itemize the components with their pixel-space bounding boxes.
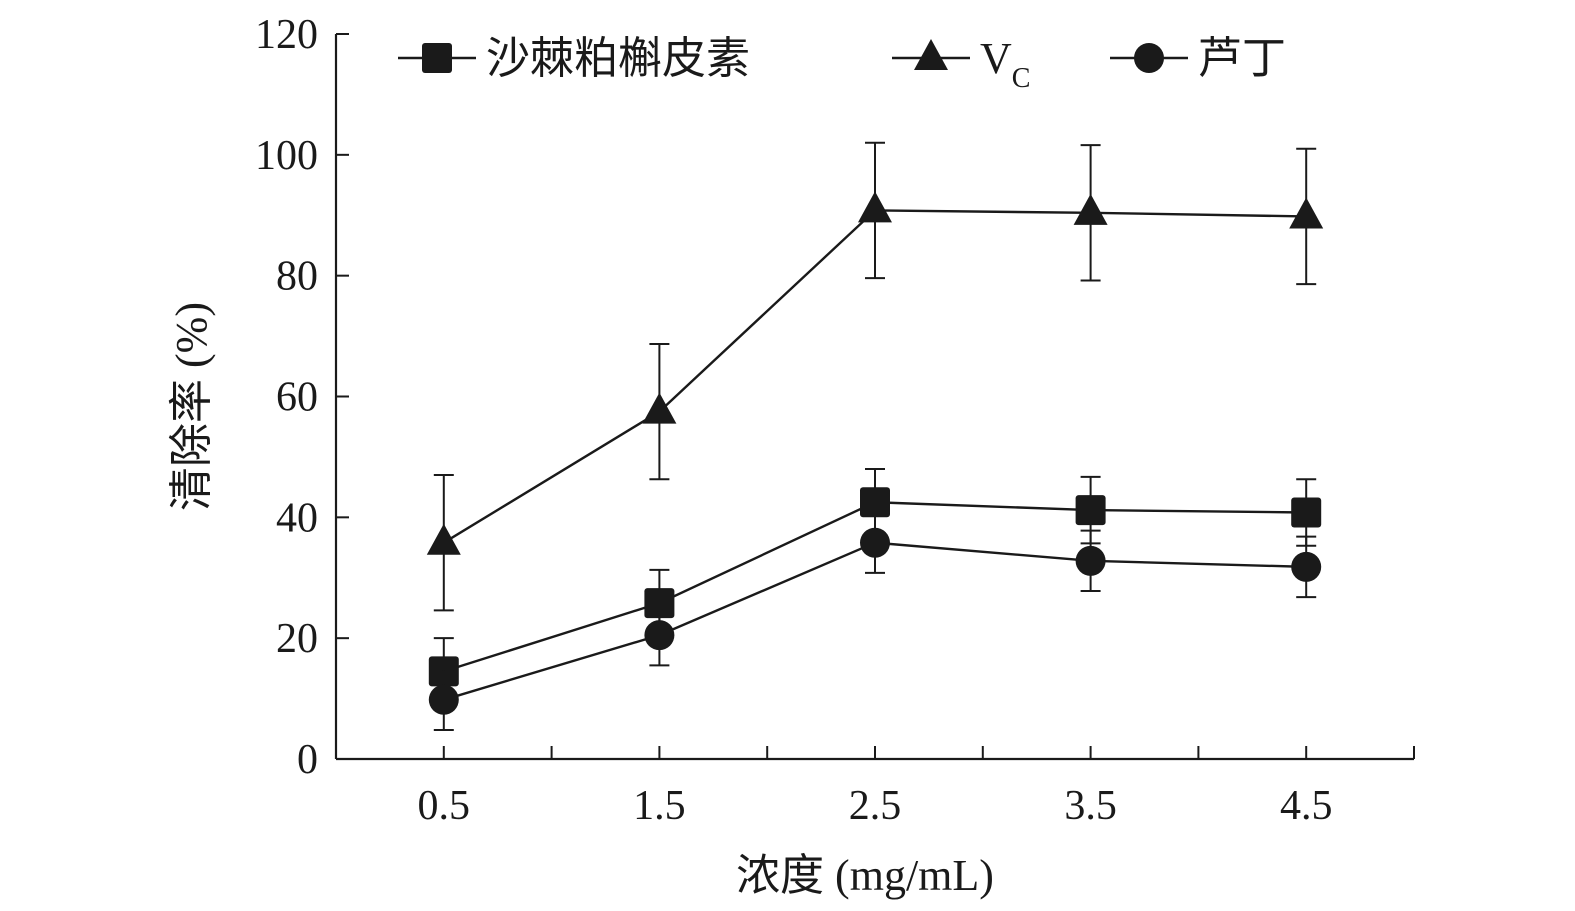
y-tick-label: 80	[276, 254, 318, 300]
data-point	[1289, 197, 1324, 229]
data-point	[1291, 551, 1322, 582]
legend-label: 沙棘粕槲皮素	[486, 34, 750, 83]
data-point	[1291, 497, 1322, 528]
series-3	[428, 511, 1322, 731]
x-axis-ticks: 0.5 1.5 2.5 3.5 4.5	[418, 746, 1415, 829]
series-1	[428, 468, 1322, 706]
data-point	[1075, 545, 1106, 576]
data-point	[1075, 495, 1106, 526]
x-axis-title: 浓度 (mg/mL)	[736, 851, 994, 900]
data-point	[426, 523, 461, 555]
legend-item-2: VC	[892, 34, 1030, 94]
y-tick-label: 0	[297, 737, 318, 783]
x-tick-label: 0.5	[418, 783, 471, 829]
data-point	[642, 392, 677, 424]
legend-marker	[1134, 43, 1164, 73]
legend-item-1: 沙棘粕槲皮素	[398, 34, 750, 83]
legend-subscript: C	[1012, 63, 1031, 94]
y-axis-title: 清除率 (%)	[167, 302, 216, 511]
series-layer	[426, 141, 1324, 731]
data-point	[1073, 193, 1108, 225]
legend-label: VC	[980, 34, 1030, 94]
legend-marker	[914, 39, 948, 70]
data-point	[644, 620, 675, 651]
data-point	[858, 191, 892, 223]
y-axis-ticks: 0 20 40 60 80 100 120	[255, 12, 349, 783]
x-tick-label: 1.5	[633, 783, 686, 829]
x-tick-label: 4.5	[1280, 783, 1333, 829]
x-tick-label: 2.5	[849, 783, 902, 829]
legend-item-3: 芦丁	[1110, 34, 1286, 83]
data-point	[860, 527, 890, 558]
data-point	[644, 588, 675, 619]
legend-label: 芦丁	[1198, 34, 1286, 83]
y-tick-label: 60	[276, 375, 318, 421]
data-point	[860, 487, 890, 518]
legend: 沙棘粕槲皮素 VC 芦丁	[398, 34, 1286, 94]
y-tick-label: 40	[276, 495, 318, 541]
data-point	[428, 684, 459, 715]
legend-marker	[422, 43, 452, 73]
series-2	[426, 141, 1324, 612]
y-tick-label: 120	[255, 12, 318, 58]
x-tick-label: 3.5	[1064, 783, 1117, 829]
y-tick-label: 100	[255, 133, 318, 179]
y-tick-label: 20	[276, 616, 318, 662]
